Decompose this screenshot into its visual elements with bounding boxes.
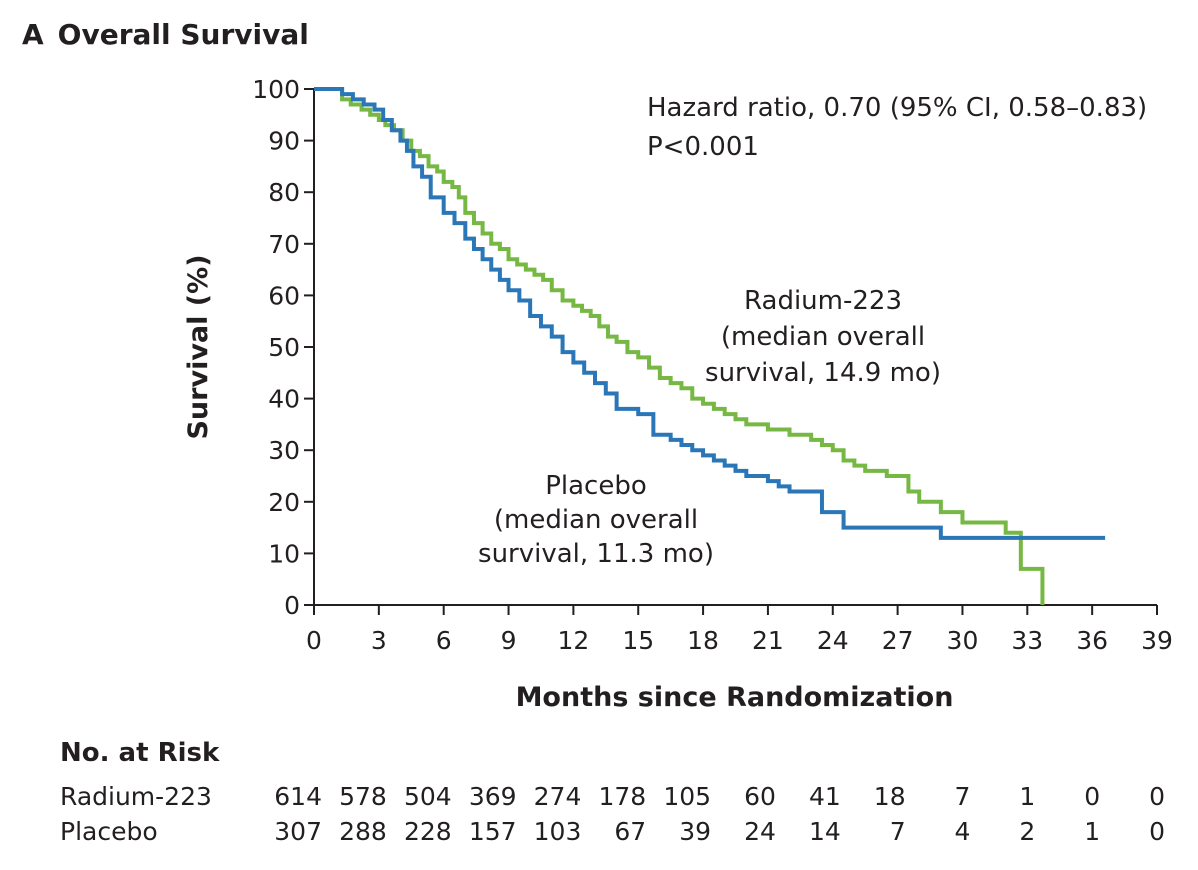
radium-label: Radium-223 <box>744 286 902 316</box>
radium-label: (median overall <box>721 322 925 352</box>
risk-cell: 41 <box>808 782 841 811</box>
y-tick-label: 80 <box>268 178 300 207</box>
risk-cell: 103 <box>533 817 582 846</box>
risk-row-label-radium: Radium-223 <box>60 782 212 811</box>
risk-cell: 274 <box>533 782 582 811</box>
chart-annotations: Hazard ratio, 0.70 (95% CI, 0.58–0.83) P<… <box>478 93 1147 569</box>
x-tick-label: 36 <box>1076 626 1108 655</box>
risk-cell: 178 <box>598 782 647 811</box>
x-tick-label: 27 <box>882 626 914 655</box>
risk-cell: 7 <box>954 782 971 811</box>
risk-cell: 578 <box>339 782 387 811</box>
risk-cell: 0 <box>1149 817 1165 846</box>
risk-cell: 4 <box>954 817 971 846</box>
risk-cell: 67 <box>614 817 647 846</box>
risk-cell: 24 <box>744 817 776 846</box>
x-tick-label: 18 <box>687 626 719 655</box>
risk-cell: 39 <box>679 817 712 846</box>
risk-cell: 1 <box>1019 782 1036 811</box>
x-tick-label: 3 <box>371 626 387 655</box>
chart-series-layer <box>314 87 1106 605</box>
risk-cell: 0 <box>1149 782 1165 811</box>
x-tick-label: 0 <box>306 626 322 655</box>
risk-cell: 614 <box>274 782 322 811</box>
series-line-placebo <box>314 87 1106 540</box>
y-tick-label: 60 <box>268 281 300 310</box>
risk-row-label-placebo: Placebo <box>60 817 158 846</box>
x-tick-label: 12 <box>557 626 589 655</box>
risk-cell: 60 <box>744 782 776 811</box>
radium-label: survival, 14.9 mo) <box>705 358 941 388</box>
x-axis-title: Months since Randomization <box>516 682 954 713</box>
risk-cell: 7 <box>889 817 906 846</box>
risk-cell: 0 <box>1084 782 1101 811</box>
panel-letter: A <box>22 18 44 51</box>
risk-cell: 307 <box>274 817 322 846</box>
risk-cell: 157 <box>468 817 517 846</box>
y-tick-label: 90 <box>268 127 300 156</box>
y-tick-label: 10 <box>268 539 300 568</box>
y-axis-title: Survival (%) <box>183 254 214 439</box>
risk-cell: 105 <box>663 782 712 811</box>
placebo-label: Placebo <box>545 471 647 501</box>
x-tick-label: 21 <box>752 626 784 655</box>
y-tick-label: 0 <box>284 591 300 620</box>
risk-cell: 369 <box>468 782 517 811</box>
chart-title: Overall Survival <box>57 18 309 51</box>
x-tick-label: 30 <box>947 626 979 655</box>
x-tick-label: 9 <box>501 626 517 655</box>
y-tick-label: 50 <box>268 333 300 362</box>
y-tick-label: 20 <box>268 488 300 517</box>
risk-cell: 504 <box>403 782 452 811</box>
stats-annotation: P<0.001 <box>647 132 759 162</box>
x-tick-label: 33 <box>1011 626 1043 655</box>
y-tick-label: 30 <box>268 436 300 465</box>
panel-title: A Overall Survival <box>22 18 309 51</box>
stats-annotation: Hazard ratio, 0.70 (95% CI, 0.58–0.83) <box>647 93 1147 123</box>
risk-cell: 2 <box>1019 817 1036 846</box>
risk-cell: 228 <box>403 817 452 846</box>
risk-cell: 18 <box>873 782 906 811</box>
placebo-label: survival, 11.3 mo) <box>478 539 714 569</box>
risk-cell: 288 <box>339 817 387 846</box>
x-tick-label: 6 <box>436 626 452 655</box>
placebo-label: (median overall <box>494 505 698 535</box>
series-line-radium <box>314 87 1045 605</box>
risk-cell: 14 <box>808 817 841 846</box>
y-tick-label: 70 <box>268 230 300 259</box>
y-tick-label: 100 <box>252 75 300 104</box>
y-tick-label: 40 <box>268 385 300 414</box>
risk-table-heading: No. at Risk <box>60 738 220 768</box>
risk-cell: 1 <box>1084 817 1101 846</box>
x-tick-label: 24 <box>817 626 849 655</box>
x-tick-label: 15 <box>622 626 654 655</box>
x-tick-label: 39 <box>1141 626 1173 655</box>
